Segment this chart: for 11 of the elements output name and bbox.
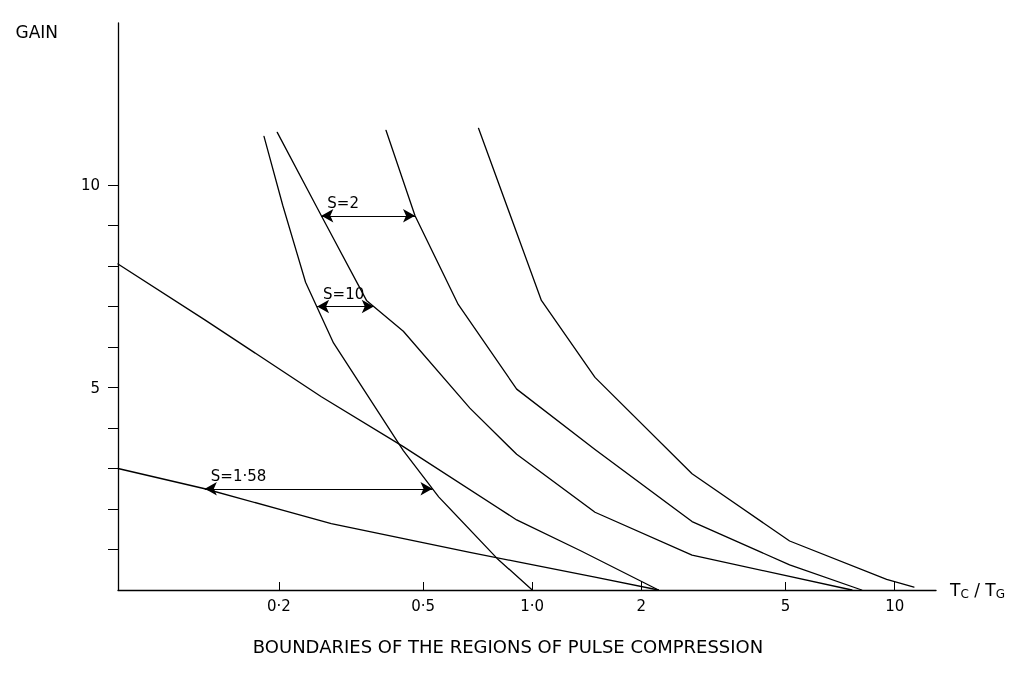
x-tick-label: 10: [885, 596, 905, 615]
y-axis-title: GAIN: [15, 21, 58, 42]
x-tick-label: 1·0: [520, 596, 545, 615]
annotation: S=1·58: [210, 467, 267, 486]
annotation: S=10: [323, 285, 365, 303]
x-tick-label: 2: [636, 596, 647, 615]
annotation: S=2: [327, 194, 359, 213]
x-tick-label: 0·2: [266, 596, 291, 615]
x-tick-label: 0·5: [411, 596, 436, 615]
text: BOUNDARIES OF THE REGIONS OF PULSE COMPRESSION: [252, 635, 764, 657]
x-tick-label: 5: [780, 596, 791, 615]
